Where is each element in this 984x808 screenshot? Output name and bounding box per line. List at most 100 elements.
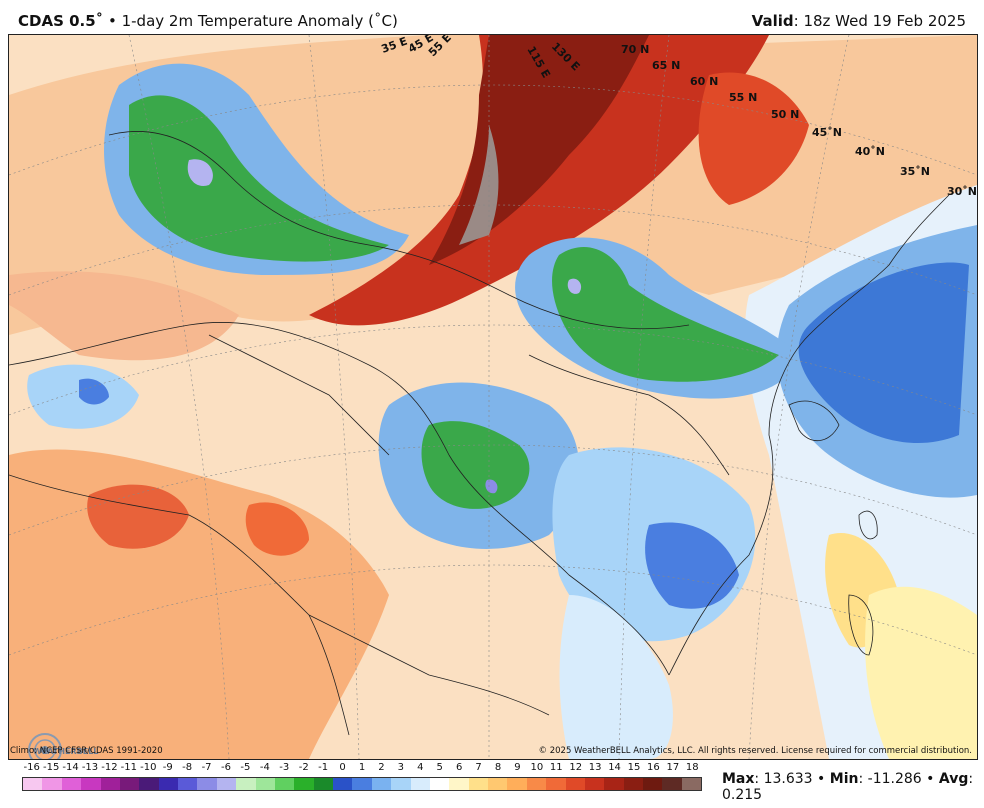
colorbar-swatch [236, 778, 256, 790]
svg-text:WEATHERBELL: WEATHERBELL [33, 747, 98, 756]
colorbar-swatch [100, 778, 120, 790]
map-canvas: 70 N 65 N 60 N 55 N 50 N 45˚N 40˚N 35˚N … [9, 35, 977, 759]
colorbar-swatch [468, 778, 488, 790]
title-separator: • [107, 12, 117, 30]
colorbar-swatch [197, 778, 217, 790]
lat-label-60n: 60 N [690, 75, 718, 88]
colorbar-swatch [643, 778, 663, 790]
colorbar-tick-label: 9 [514, 762, 521, 773]
anomaly-map: 70 N 65 N 60 N 55 N 50 N 45˚N 40˚N 35˚N … [8, 34, 978, 760]
colorbar-tick-label: -16 [23, 762, 40, 773]
colorbar-tick-label: -2 [298, 762, 309, 773]
colorbar-swatch [23, 778, 43, 790]
colorbar-tick-label: -3 [279, 762, 290, 773]
colorbar-swatch [449, 778, 469, 790]
colorbar-swatch [294, 778, 314, 790]
colorbar-tick-label: 18 [685, 762, 699, 773]
colorbar-swatch [488, 778, 508, 790]
weatherbell-logo-icon: WEATHERBELL [28, 733, 98, 759]
max-value: 13.633 [763, 771, 813, 787]
colorbar-tick-label: 2 [378, 762, 385, 773]
colorbar-tick-label: -11 [120, 762, 138, 773]
colorbar-tick-label: 8 [494, 762, 502, 773]
colorbar-tick-label: 11 [549, 762, 563, 773]
colorbar-swatch [352, 778, 372, 790]
valid-label: Valid [751, 12, 794, 30]
colorbar-tick-label: 10 [530, 762, 544, 773]
colorbar-swatch [119, 778, 140, 790]
colorbar-tick-label: -15 [42, 762, 60, 773]
colorbar-swatch [81, 778, 101, 790]
avg-value: 0.215 [722, 787, 763, 803]
colorbar-tick-label: -6 [221, 762, 231, 773]
colorbar-swatch [333, 778, 353, 790]
colorbar-swatch [255, 778, 275, 790]
colorbar-swatch [61, 778, 82, 790]
lat-label-35n: 35˚N [900, 165, 930, 178]
colorbar-swatch [623, 778, 643, 790]
lat-label-45n: 45˚N [812, 126, 842, 139]
colorbar-swatch [526, 778, 547, 790]
lat-label-55n: 55 N [729, 91, 757, 104]
colorbar-tick-label: 15 [627, 762, 641, 773]
colorbar-swatch [681, 778, 702, 790]
colorbar-swatch [429, 778, 450, 790]
colorbar-tick-label: 3 [397, 762, 405, 773]
climo-credit: Climo: NCEP CFSR/CDAS 1991-2020 [10, 746, 163, 756]
lat-label-30n: 30˚N [947, 185, 977, 198]
lat-label-40n: 40˚N [855, 145, 885, 158]
colorbar-tick-label: 0 [339, 762, 346, 773]
colorbar-swatch [391, 778, 411, 790]
colorbar-legend: -16 -15 -14 -13 -12 -11 -10 -9 -8 -7 -6 -5 -4 -3 -2 -1 0… [22, 760, 702, 800]
colorbar-tick-label: -13 [81, 762, 99, 773]
valid-time: Valid: 18z Wed 19 Feb 2025 [751, 12, 966, 30]
lat-label-65n: 65 N [652, 59, 680, 72]
colorbar-tick-label: 14 [608, 762, 621, 773]
colorbar-tick-label: -4 [259, 762, 270, 773]
colorbar-swatch [42, 778, 62, 790]
header-bar: CDAS 0.5˚ • 1-day 2m Temperature Anomaly… [0, 0, 984, 34]
colorbar-tick-label: -10 [140, 762, 157, 773]
colorbar-swatch [565, 778, 585, 790]
colorbar-swatch [604, 778, 624, 790]
colorbar-swatch [158, 778, 178, 790]
colorbar-swatch [139, 778, 159, 790]
lat-label-70n: 70 N [621, 43, 649, 56]
min-value: -11.286 [867, 771, 922, 787]
colorbar-swatch [410, 778, 430, 790]
lat-label-50n: 50 N [771, 108, 799, 121]
colorbar-tick-label: -5 [240, 762, 251, 773]
colorbar-tick-label: 12 [569, 762, 583, 773]
colorbar-swatch [662, 778, 682, 790]
avg-label: Avg [938, 771, 969, 787]
colorbar-swatches [22, 777, 702, 791]
colorbar-tick-label: 13 [588, 762, 602, 773]
colorbar-tick-label: 4 [417, 762, 424, 773]
colorbar-swatch [507, 778, 527, 790]
colorbar-tick-label: 6 [455, 762, 463, 773]
colorbar-swatch [216, 778, 237, 790]
colorbar-tick-label: 16 [647, 762, 660, 773]
colorbar-swatch [584, 778, 605, 790]
model-name: CDAS 0.5˚ [18, 12, 104, 30]
colorbar-tick-label: 1 [358, 762, 366, 773]
colorbar-ticks: -16 -15 -14 -13 -12 -11 -10 -9 -8 -7 -6 -5 -4 -3 -2 -1 0… [22, 762, 702, 776]
colorbar-swatch [178, 778, 198, 790]
colorbar-tick-label: 5 [436, 762, 443, 773]
map-title: CDAS 0.5˚ • 1-day 2m Temperature Anomaly… [18, 12, 398, 30]
colorbar-tick-label: 7 [475, 762, 482, 773]
colorbar-tick-label: 17 [666, 762, 680, 773]
colorbar-tick-label: -14 [62, 762, 79, 773]
colorbar-tick-label: -8 [182, 762, 193, 773]
colorbar-tick-label: -12 [101, 762, 118, 773]
copyright-notice: © 2025 WeatherBELL Analytics, LLC. All r… [538, 746, 972, 756]
colorbar-tick-label: -1 [318, 762, 329, 773]
colorbar-tick-label: -9 [162, 762, 173, 773]
colorbar-swatch [274, 778, 295, 790]
valid-time-value: 18z Wed 19 Feb 2025 [803, 12, 966, 30]
min-label: Min [829, 771, 859, 787]
stats-summary: Max: 13.633 • Min: -11.286 • Avg: 0.215 [722, 771, 974, 803]
colorbar-swatch [546, 778, 566, 790]
colorbar-tick-label: -7 [201, 762, 212, 773]
field-name: 1-day 2m Temperature Anomaly (˚C) [121, 12, 398, 30]
